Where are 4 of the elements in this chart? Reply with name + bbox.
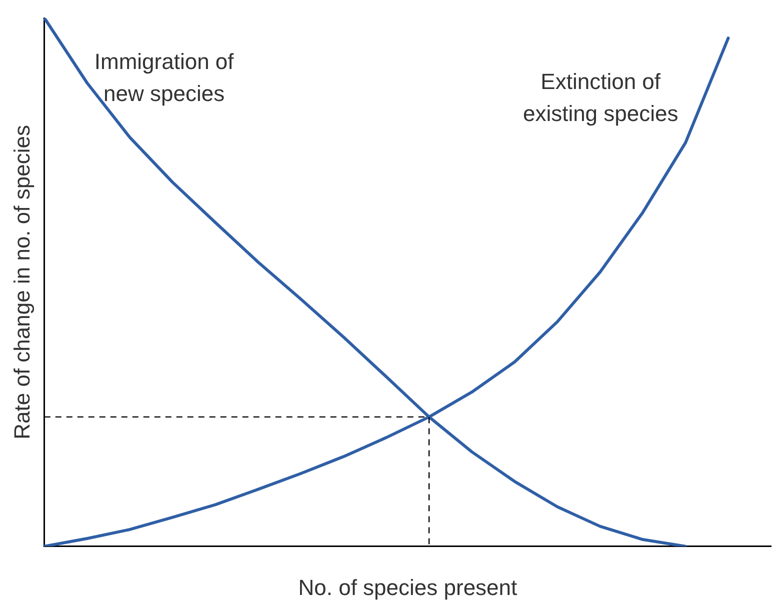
y-axis-title: Rate of change in no. of species <box>9 125 34 440</box>
x-axis-title: No. of species present <box>298 574 518 600</box>
series-label: Immigration of new species <box>94 49 235 106</box>
series-label: Extinction of existing species <box>522 69 678 126</box>
